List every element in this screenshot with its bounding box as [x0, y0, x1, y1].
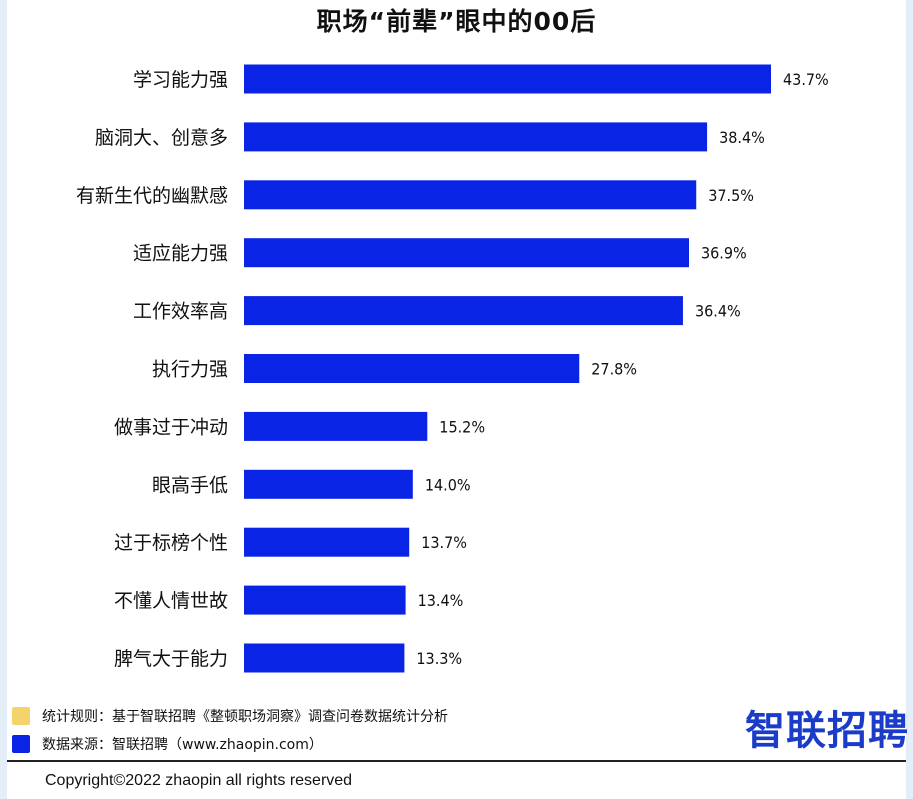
value-label: 36.4%: [695, 302, 741, 321]
category-label: 脑洞大、创意多: [95, 127, 228, 149]
category-label: 适应能力强: [133, 243, 228, 265]
value-label: 36.9%: [701, 244, 747, 263]
stat-rule-note: 统计规则：基于智联招聘《整顿职场洞察》调查问卷数据统计分析: [12, 705, 448, 727]
bar: [244, 527, 410, 557]
zhaopin-logo: 智联招聘: [745, 708, 909, 754]
source-swatch-icon: [12, 735, 30, 753]
rule-swatch-icon: [12, 707, 30, 725]
bar: [244, 180, 697, 210]
category-label: 执行力强: [152, 359, 228, 381]
data-source-note: 数据来源：智联招聘（www.zhaopin.com）: [12, 733, 323, 755]
value-label: 13.4%: [418, 591, 464, 610]
category-label: 过于标榜个性: [114, 532, 228, 554]
stat-rule-text: 统计规则：基于智联招聘《整顿职场洞察》调查问卷数据统计分析: [42, 709, 448, 725]
bar: [244, 411, 428, 441]
category-label: 眼高手低: [152, 474, 228, 496]
data-source-text: 数据来源：智联招聘（www.zhaopin.com）: [42, 737, 323, 753]
value-label: 13.7%: [421, 533, 467, 552]
value-label: 43.7%: [783, 70, 829, 89]
value-label: 27.8%: [591, 360, 637, 379]
bar: [244, 296, 683, 326]
category-label: 有新生代的幽默感: [76, 185, 228, 207]
category-label: 做事过于冲动: [114, 416, 228, 438]
bar: [244, 238, 689, 268]
value-label: 15.2%: [439, 417, 485, 436]
bar: [244, 354, 580, 383]
category-label: 脾气大于能力: [114, 648, 228, 670]
category-label: 不懂人情世故: [114, 590, 228, 612]
footer-divider: [7, 760, 906, 762]
bar: [244, 122, 708, 152]
category-label: 学习能力强: [133, 69, 228, 91]
bar: [244, 64, 771, 94]
value-label: 38.4%: [719, 128, 765, 147]
category-label: 工作效率高: [133, 301, 228, 323]
bar: [244, 585, 406, 615]
bar-chart: 学习能力强 43.7% 脑洞大、创意多 38.4% 有新生代的幽默感 37.5% 适应能力强…: [76, 64, 829, 673]
value-label: 14.0%: [425, 475, 471, 494]
value-label: 13.3%: [416, 649, 462, 668]
bar: [244, 643, 405, 673]
chart-title: 职场“前辈”眼中的00后: [316, 7, 597, 36]
bar: [244, 469, 413, 499]
value-label: 37.5%: [708, 186, 754, 205]
copyright-text: Copyright©2022 zhaopin all rights reserv…: [45, 772, 353, 789]
